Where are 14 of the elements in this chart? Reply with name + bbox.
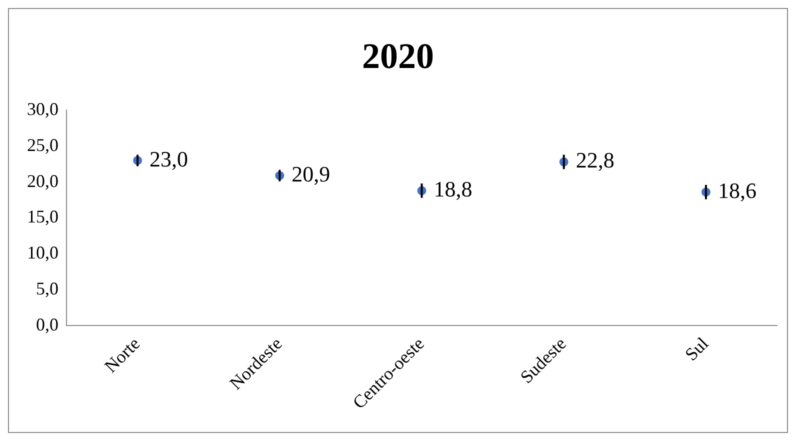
text: 22,8: [576, 148, 614, 173]
chart-title: 2020: [362, 36, 434, 76]
text: 23,0: [150, 146, 188, 172]
text: 18,6: [718, 178, 756, 203]
y-tick-label: 5,0: [36, 278, 58, 299]
y-tick-label: 10,0: [27, 242, 58, 263]
y-tick-label: 25,0: [27, 134, 58, 155]
y-tick-label: 20,0: [27, 170, 58, 191]
text: 20,9: [292, 161, 330, 186]
y-tick-label: 30,0: [27, 98, 58, 119]
y-tick-label: 15,0: [27, 206, 58, 227]
y-tick-label: 0,0: [36, 314, 58, 334]
x-tick-label: Sul: [681, 333, 712, 364]
text: 18,8: [434, 176, 472, 202]
